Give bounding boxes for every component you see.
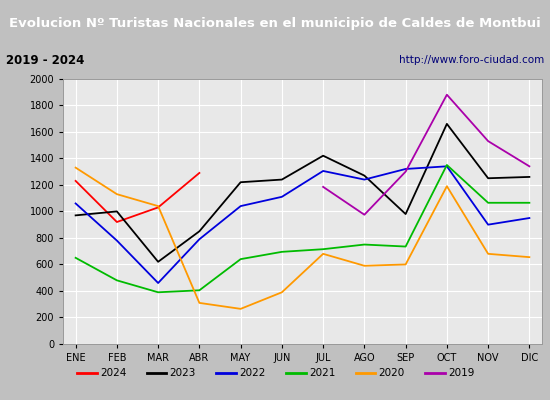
Text: http://www.foro-ciudad.com: http://www.foro-ciudad.com [399,55,544,65]
Text: 2023: 2023 [170,368,196,378]
Text: 2019 - 2024: 2019 - 2024 [6,54,84,67]
Text: 2024: 2024 [100,368,126,378]
Text: 2019: 2019 [448,368,475,378]
Text: Evolucion Nº Turistas Nacionales en el municipio de Caldes de Montbui: Evolucion Nº Turistas Nacionales en el m… [9,16,541,30]
Text: 2022: 2022 [239,368,266,378]
Text: 2021: 2021 [309,368,336,378]
Text: 2020: 2020 [379,368,405,378]
